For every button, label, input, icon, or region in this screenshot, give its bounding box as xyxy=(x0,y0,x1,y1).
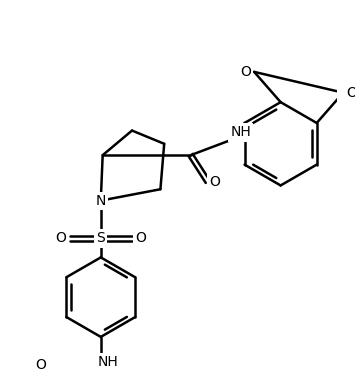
Text: O: O xyxy=(240,65,251,79)
Text: N: N xyxy=(95,193,106,208)
Text: O: O xyxy=(346,86,355,100)
Text: NH: NH xyxy=(98,356,119,369)
Text: O: O xyxy=(209,175,220,189)
Text: S: S xyxy=(97,231,105,246)
Text: O: O xyxy=(56,231,66,246)
Text: NH: NH xyxy=(230,125,251,140)
Text: O: O xyxy=(135,231,146,246)
Text: O: O xyxy=(36,358,47,372)
